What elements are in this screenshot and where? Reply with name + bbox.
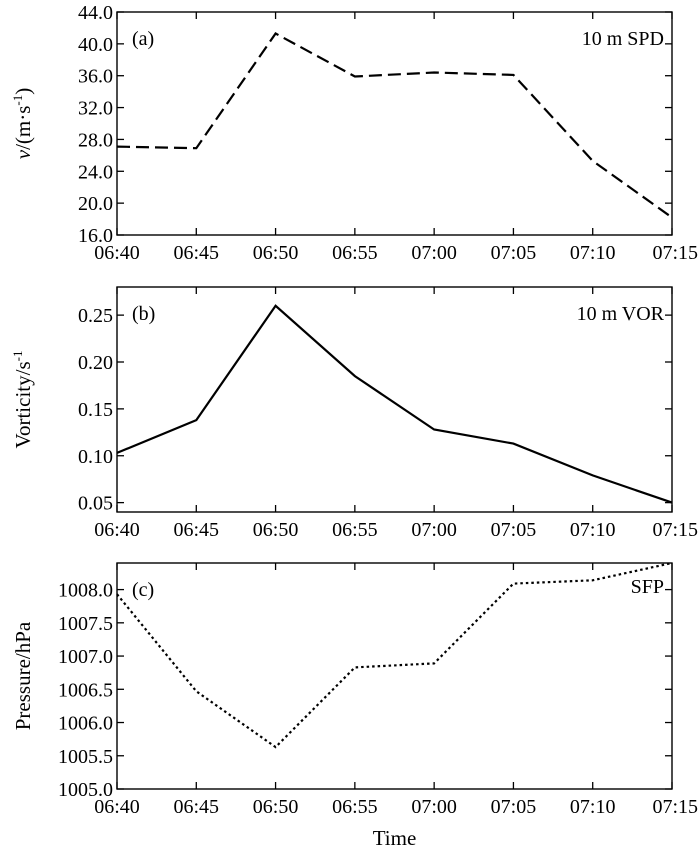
y-tick-label: 44.0 xyxy=(78,2,113,24)
x-tick-label: 07:00 xyxy=(411,796,457,818)
y-tick-label: 0.05 xyxy=(78,493,113,515)
x-tick-label: 07:10 xyxy=(570,242,616,264)
y-tick-label: 1007.5 xyxy=(58,613,113,635)
y-tick-label: 0.20 xyxy=(78,352,113,374)
series-name-label: 10 m SPD xyxy=(582,28,664,50)
series-line xyxy=(117,563,672,747)
x-tick-label: 06:50 xyxy=(253,242,299,264)
series-line xyxy=(117,34,672,218)
y-tick-label: 1008.0 xyxy=(58,580,113,602)
y-axis-title-text: Vorticity/s xyxy=(11,361,35,448)
panel-label: (b) xyxy=(132,303,155,325)
x-tick-label: 07:00 xyxy=(411,519,457,541)
y-tick-label: 1006.5 xyxy=(58,679,113,701)
y-tick-label: 0.15 xyxy=(78,399,113,421)
y-tick-label: 24.0 xyxy=(78,161,113,183)
y-axis-title: Vorticity/s-1 xyxy=(10,351,35,449)
y-axis-title-text: /(m·s xyxy=(11,106,35,150)
x-tick-label: 06:45 xyxy=(174,519,220,541)
y-axis-title-close: ) xyxy=(11,88,35,95)
panel-label: (a) xyxy=(132,28,154,50)
y-tick-label: 32.0 xyxy=(78,98,113,120)
y-tick-label: 1006.0 xyxy=(58,713,113,735)
x-tick-label: 06:45 xyxy=(174,796,220,818)
x-tick-label: 07:05 xyxy=(491,796,537,818)
x-tick-label: 07:05 xyxy=(491,242,537,264)
x-tick-label: 07:10 xyxy=(570,519,616,541)
x-tick-label: 06:40 xyxy=(94,519,140,541)
chart-panel-1: 0.05 0.10 0.15 0.20 0.25 06:40 06:45 06:50 06:55… xyxy=(10,287,698,541)
y-tick-label: 0.10 xyxy=(78,446,113,468)
y-axis-title-superscript: -1 xyxy=(10,95,25,106)
y-axis-title-superscript: -1 xyxy=(10,351,25,362)
y-tick-label: 1007.0 xyxy=(58,646,113,668)
y-axis-title: v/(m·s-1) xyxy=(10,88,35,160)
y-tick-label: 1005.5 xyxy=(58,746,113,768)
x-tick-label: 07:15 xyxy=(652,796,698,818)
series-line xyxy=(117,306,672,503)
series-name-label: SFP xyxy=(631,576,664,598)
x-tick-label: 07:10 xyxy=(570,796,616,818)
chart-panel-2: 1005.01005.51006.01006.51007.01007.51008… xyxy=(11,563,698,850)
plot-frame xyxy=(117,563,672,789)
x-axis-title: Time xyxy=(373,826,417,850)
series-name-label: 10 m VOR xyxy=(577,303,665,325)
y-tick-label: 28.0 xyxy=(78,129,113,151)
y-tick-label: 36.0 xyxy=(78,66,113,88)
y-tick-label: 0.25 xyxy=(78,305,113,327)
x-tick-label: 07:15 xyxy=(652,519,698,541)
x-tick-label: 06:40 xyxy=(94,796,140,818)
y-axis-title: Pressure/hPa xyxy=(11,621,35,730)
y-tick-label: 20.0 xyxy=(78,193,113,215)
x-tick-label: 06:50 xyxy=(253,796,299,818)
x-tick-label: 06:45 xyxy=(174,242,220,264)
x-tick-label: 06:55 xyxy=(332,519,378,541)
x-tick-label: 06:40 xyxy=(94,242,140,264)
x-tick-label: 06:50 xyxy=(253,519,299,541)
y-tick-label: 40.0 xyxy=(78,34,113,56)
x-tick-label: 07:00 xyxy=(411,242,457,264)
x-tick-label: 06:55 xyxy=(332,796,378,818)
x-tick-label: 07:15 xyxy=(652,242,698,264)
panel-label: (c) xyxy=(132,579,154,601)
x-tick-label: 07:05 xyxy=(491,519,537,541)
y-axis-title-text: Pressure/hPa xyxy=(11,621,35,730)
x-tick-label: 06:55 xyxy=(332,242,378,264)
